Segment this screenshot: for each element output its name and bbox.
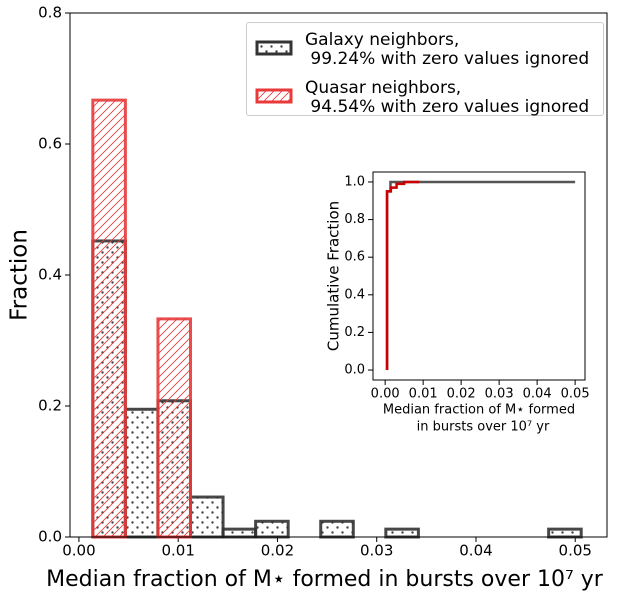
legend: Galaxy neighbors, 99.24% with zero value… [246, 22, 604, 117]
x-tick-label: 0.00 [371, 387, 400, 402]
y-tick-label: 0.4 [344, 287, 365, 302]
legend-label: Quasar neighbors, 94.54% with zero value… [305, 78, 590, 117]
bar [91, 98, 127, 539]
x-axis-label: Median fraction of M⋆ formed [383, 403, 575, 418]
y-tick-label: 0.8 [38, 4, 62, 22]
bar [254, 519, 290, 539]
y-tick-label: 0.0 [38, 528, 62, 546]
legend-label: Galaxy neighbors, 99.24% with zero value… [305, 30, 590, 69]
x-tick-label: 0.05 [559, 542, 592, 560]
x-tick-label: 0.01 [161, 542, 194, 560]
bar [319, 519, 355, 539]
legend-swatch [255, 88, 293, 104]
x-axis-label: Median fraction of M⋆ formed in bursts o… [46, 567, 604, 592]
y-axis-label: Fraction [7, 229, 33, 321]
x-tick-label: 0.00 [62, 542, 95, 560]
bar [221, 527, 258, 539]
x-tick-label: 0.02 [261, 542, 294, 560]
legend-patch [255, 88, 293, 104]
x-tick-label: 0.03 [360, 542, 393, 560]
bar [384, 527, 420, 539]
x-tick-label: 0.03 [485, 387, 514, 402]
frame [69, 12, 608, 538]
x-tick-label: 0.02 [447, 387, 476, 402]
bar [189, 495, 225, 539]
frame [372, 171, 586, 381]
x-tick-label: 0.04 [459, 542, 492, 560]
y-tick-label: 0.8 [344, 212, 365, 227]
y-tick-label: 0.6 [38, 135, 62, 153]
legend-swatch [255, 40, 293, 56]
bar [123, 407, 160, 539]
y-tick-label: 0.6 [344, 250, 365, 265]
y-tick-label: 0.0 [344, 363, 365, 378]
plot-area [373, 172, 585, 380]
legend-patch [255, 40, 293, 56]
x-tick-label: 0.01 [409, 387, 438, 402]
y-tick-label: 0.4 [38, 266, 62, 284]
y-tick-label: 0.2 [38, 397, 62, 415]
x-tick-label: 0.05 [561, 387, 590, 402]
x-tick-label: 0.04 [523, 387, 552, 402]
y-tick-label: 1.0 [344, 174, 365, 189]
cdf-line [385, 180, 420, 371]
x-axis-label: in bursts over 10⁷ yr [417, 420, 550, 435]
y-tick-label: 0.2 [344, 325, 365, 340]
bar [156, 317, 193, 539]
y-axis-label: Cumulative Fraction [325, 201, 343, 351]
bar [547, 527, 583, 539]
